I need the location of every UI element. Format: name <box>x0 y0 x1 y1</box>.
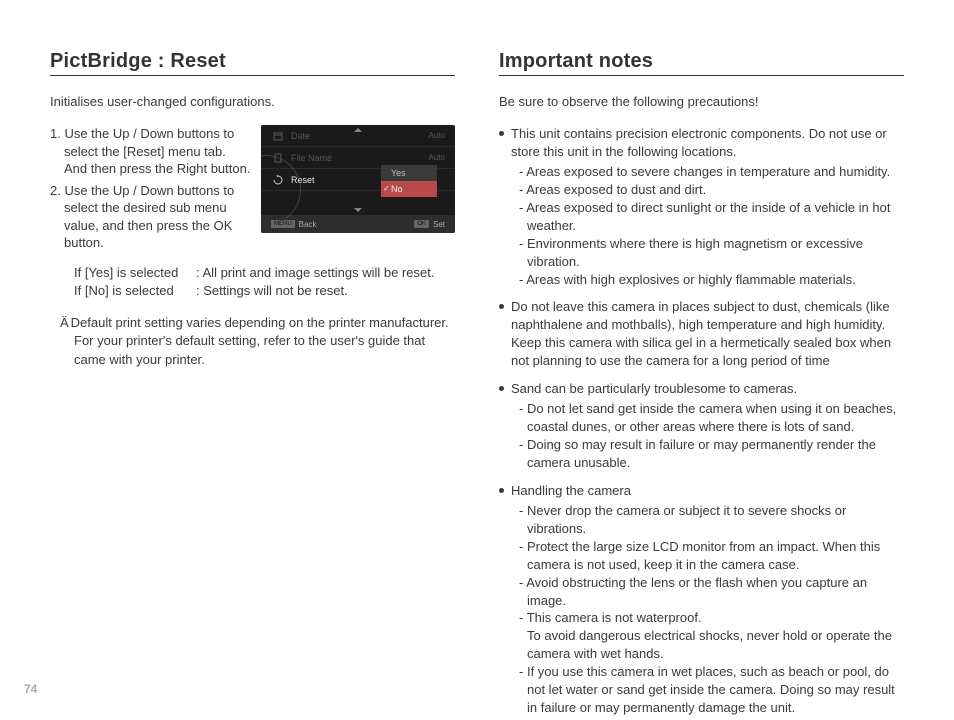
result-no-key: If [No] is selected <box>74 282 196 300</box>
dash: If you use this camera in wet places, su… <box>511 663 904 717</box>
note-symbol: Ä <box>60 315 69 330</box>
lcd-filename-label: File Name <box>291 153 429 163</box>
lcd-down-arrow-icon <box>354 208 362 212</box>
bullet-precision: This unit contains precision electronic … <box>499 125 904 288</box>
dash: Doing so may result in failure or may pe… <box>511 436 904 472</box>
precision-dashes: Areas exposed to severe changes in tempe… <box>511 163 904 289</box>
bullet-sand: Sand can be particularly troublesome to … <box>499 380 904 472</box>
lcd-back-label: Back <box>299 220 317 229</box>
default-note: ÄDefault print setting varies depending … <box>50 314 455 369</box>
sand-dashes: Do not let sand get inside the camera wh… <box>511 400 904 472</box>
result-no-val: : Settings will not be reset. <box>196 282 455 300</box>
lcd-up-arrow-icon <box>354 128 362 132</box>
lcd-option-yes: Yes <box>381 165 437 181</box>
right-title: Important notes <box>499 50 904 76</box>
lcd-filename-val: Auto <box>429 153 445 162</box>
handling-dashes: Never drop the camera or subject it to s… <box>511 502 904 717</box>
steps-list: 1. Use the Up / Down buttons to select t… <box>50 125 251 256</box>
bullet-handling: Handling the camera Never drop the camer… <box>499 482 904 717</box>
calendar-icon <box>271 131 285 141</box>
bullet-sand-text: Sand can be particularly troublesome to … <box>511 381 797 396</box>
dash: Areas exposed to dust and dirt. <box>511 181 904 199</box>
dash: Areas exposed to severe changes in tempe… <box>511 163 904 181</box>
lcd-option-no: No <box>381 181 437 197</box>
page-number: 74 <box>24 682 37 696</box>
bullet-storage: Do not leave this camera in places subje… <box>499 298 904 370</box>
left-column: PictBridge : Reset Initialises user-chan… <box>36 50 477 700</box>
left-title: PictBridge : Reset <box>50 50 455 76</box>
dash: Areas exposed to direct sunlight or the … <box>511 199 904 235</box>
manual-page: PictBridge : Reset Initialises user-chan… <box>0 0 954 720</box>
dash: Protect the large size LCD monitor from … <box>511 538 904 574</box>
lcd-ok-tag: OK <box>414 220 429 228</box>
bullet-storage-text: Do not leave this camera in places subje… <box>511 299 891 368</box>
bullet-handling-text: Handling the camera <box>511 483 631 498</box>
result-yes: If [Yes] is selected : All print and ima… <box>74 264 455 282</box>
dash: Do not let sand get inside the camera wh… <box>511 400 904 436</box>
note-text: Default print setting varies depending o… <box>71 315 449 366</box>
lcd-submenu: Yes No <box>381 165 437 197</box>
step-1: 1. Use the Up / Down buttons to select t… <box>50 125 251 178</box>
precautions-list: This unit contains precision electronic … <box>499 125 904 717</box>
right-intro: Be sure to observe the following precaut… <box>499 94 904 109</box>
lcd-date-label: Date <box>291 131 429 141</box>
dash: This camera is not waterproof. <box>511 609 904 627</box>
dash: Areas with high explosives or highly fla… <box>511 271 904 289</box>
lcd-screenshot: Date Auto File Name Auto Reset <box>261 125 455 233</box>
lcd-date-val: Auto <box>429 131 445 140</box>
step-block: 1. Use the Up / Down buttons to select t… <box>50 125 455 256</box>
right-column: Important notes Be sure to observe the f… <box>477 50 918 700</box>
lcd-set-label: Set <box>433 220 445 229</box>
left-intro: Initialises user-changed configurations. <box>50 94 455 109</box>
step-2: 2. Use the Up / Down buttons to select t… <box>50 182 251 252</box>
bullet-precision-text: This unit contains precision electronic … <box>511 126 887 159</box>
result-lines: If [Yes] is selected : All print and ima… <box>74 264 455 300</box>
lcd-footer: MENU Back OK Set <box>261 215 455 233</box>
result-yes-val: : All print and image settings will be r… <box>196 264 455 282</box>
result-no: If [No] is selected : Settings will not … <box>74 282 455 300</box>
dash: Never drop the camera or subject it to s… <box>511 502 904 538</box>
dash: Environments where there is high magneti… <box>511 235 904 271</box>
result-yes-key: If [Yes] is selected <box>74 264 196 282</box>
lcd-set-button: OK Set <box>414 220 445 229</box>
dash: Avoid obstructing the lens or the flash … <box>511 574 904 610</box>
dash-sub: To avoid dangerous electrical shocks, ne… <box>511 627 904 663</box>
